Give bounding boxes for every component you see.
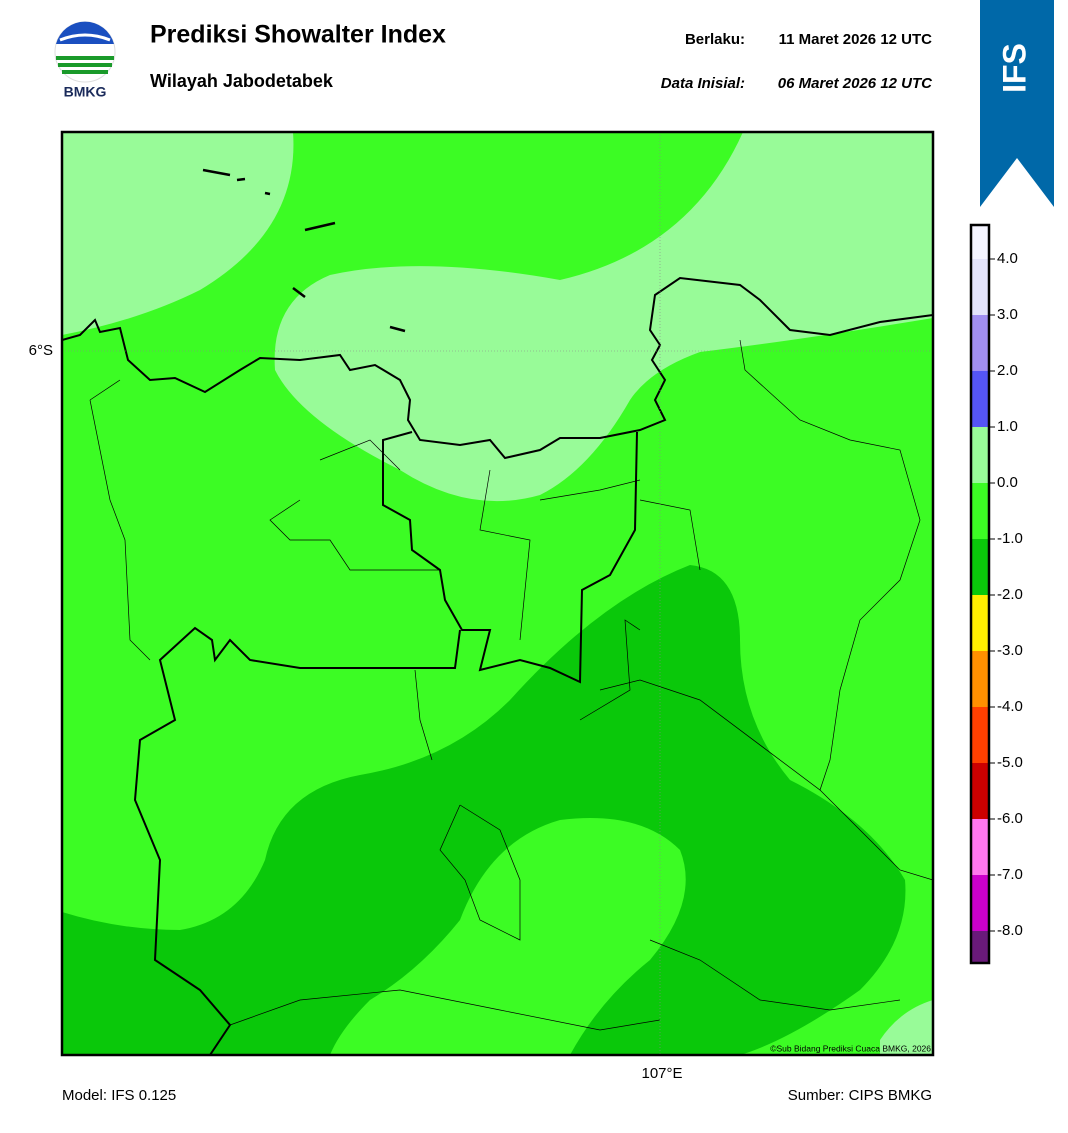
credit: ©Sub Bidang Prediksi Cuaca BMKG, 2026 xyxy=(770,1043,931,1053)
map: ©Sub Bidang Prediksi Cuaca BMKG, 2026 xyxy=(62,132,933,1055)
colorbar: 4.0 3.0 2.0 1.0 0.0 -1.0 -2.0 -3.0 -4.0 -5.0 -6.0 -… xyxy=(969,223,1023,965)
contour-region xyxy=(62,565,906,1055)
colorbar-tick-label: 1.0 xyxy=(997,418,1018,435)
colorbar-tick-label: -4.0 xyxy=(997,698,1023,715)
map-frame xyxy=(60,130,935,1057)
colorbar-segment xyxy=(971,259,989,315)
colorbar-tick-label: -1.0 xyxy=(997,530,1023,547)
colorbar-segment xyxy=(971,225,989,259)
footer-source: Sumber: CIPS BMKG xyxy=(788,1087,932,1104)
lon-label: 107°E xyxy=(641,1065,682,1082)
colorbar-segment xyxy=(971,651,989,707)
colorbar-segment xyxy=(971,371,989,427)
colorbar-segment xyxy=(971,875,989,931)
colorbar-tick-label: -3.0 xyxy=(997,642,1023,659)
init-label: Data Inisial: xyxy=(661,75,745,92)
colorbar-tick-label: 2.0 xyxy=(997,362,1018,379)
colorbar-tick-label: 4.0 xyxy=(997,250,1018,267)
colorbar-tick-label: -5.0 xyxy=(997,754,1023,771)
colorbar-segment xyxy=(971,539,989,595)
colorbar-tick-label: -6.0 xyxy=(997,810,1023,827)
colorbar-segment xyxy=(971,315,989,371)
colorbar-tick-label: -8.0 xyxy=(997,922,1023,939)
model-badge: IFS xyxy=(996,43,1032,93)
colorbar-tick-label: 3.0 xyxy=(997,306,1018,323)
boundaries xyxy=(62,168,933,1055)
logo-text: BMKG xyxy=(64,84,107,100)
colorbar-segment xyxy=(971,707,989,763)
lat-label: 6°S xyxy=(29,342,53,359)
valid-label: Berlaku: xyxy=(685,31,745,48)
model-banner xyxy=(980,0,1054,207)
colorbar-segment xyxy=(971,931,989,963)
colorbar-tick-label: -7.0 xyxy=(997,866,1023,883)
contour-region xyxy=(62,132,294,335)
logo: BMKG xyxy=(54,21,116,100)
title: Prediksi Showalter Index xyxy=(150,21,446,49)
footer-model: Model: IFS 0.125 xyxy=(62,1087,176,1104)
colorbar-tick-label: 0.0 xyxy=(997,474,1018,491)
colorbar-segment xyxy=(971,595,989,651)
contour-region xyxy=(274,132,933,502)
contour-region xyxy=(880,1000,933,1055)
colorbar-segment xyxy=(971,427,989,483)
valid-date: 11 Maret 2026 12 UTC xyxy=(779,31,933,48)
subtitle: Wilayah Jabodetabek xyxy=(150,71,334,91)
colorbar-tick-label: -2.0 xyxy=(997,586,1023,603)
colorbar-segment xyxy=(971,763,989,819)
colorbar-frame xyxy=(969,223,991,965)
colorbar-segment xyxy=(971,483,989,539)
colorbar-segment xyxy=(971,819,989,875)
init-date: 06 Maret 2026 12 UTC xyxy=(778,75,933,92)
